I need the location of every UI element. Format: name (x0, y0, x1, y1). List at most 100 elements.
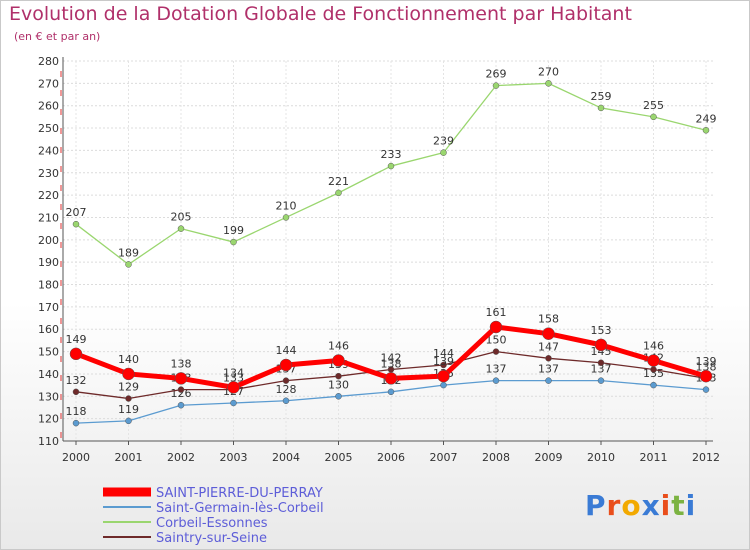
legend-label: SAINT-PIERRE-DU-PERRAY (156, 486, 323, 501)
data-label: 118 (66, 405, 87, 418)
data-point (650, 381, 657, 389)
data-point (647, 354, 660, 367)
chart-subtitle: (en € et par an) (14, 30, 101, 43)
data-point (125, 417, 132, 425)
x-tick-label: 2005 (325, 451, 353, 464)
data-label: 129 (118, 381, 139, 394)
data-point (702, 127, 710, 134)
data-point (177, 401, 185, 409)
logo-letter: i (660, 489, 672, 522)
data-point (545, 377, 552, 384)
data-point (177, 225, 185, 232)
data-point (437, 369, 450, 383)
data-label: 269 (486, 68, 507, 81)
proxiti-logo: Proxiti (585, 489, 696, 522)
data-point (650, 113, 657, 121)
data-label: 147 (538, 340, 559, 353)
logo-letter: P (585, 489, 607, 522)
data-point (332, 354, 345, 367)
data-label: 128 (276, 383, 297, 396)
data-point (177, 386, 185, 393)
y-tick-label: 150 (38, 346, 59, 359)
logo-letter: r (606, 489, 622, 522)
y-tick-label: 200 (38, 234, 59, 247)
data-label: 205 (171, 211, 192, 224)
data-point (72, 388, 80, 396)
data-label: 137 (538, 363, 559, 376)
data-label: 137 (486, 363, 507, 376)
x-tick-label: 2006 (377, 451, 405, 464)
y-tick-label: 250 (38, 122, 59, 135)
x-tick-label: 2003 (220, 451, 248, 464)
data-label: 259 (591, 90, 612, 103)
data-point (699, 369, 713, 383)
y-tick-label: 230 (38, 167, 59, 180)
y-tick-label: 180 (38, 279, 59, 292)
data-label: 139 (696, 355, 717, 368)
y-tick-label: 170 (38, 301, 59, 314)
data-label: 139 (433, 355, 454, 368)
data-point (282, 214, 290, 221)
data-label: 144 (433, 347, 454, 360)
data-point (72, 419, 80, 427)
logo-letter: x (641, 489, 661, 522)
data-label: 133 (223, 372, 244, 385)
x-tick-label: 2007 (430, 451, 458, 464)
chart-title: Evolution de la Dotation Globale de Fonc… (9, 3, 632, 25)
data-point (702, 386, 710, 393)
data-label: 233 (381, 148, 402, 161)
data-label: 130 (328, 378, 349, 391)
data-point (335, 189, 342, 197)
data-point (440, 381, 447, 389)
data-label: 146 (328, 340, 349, 353)
legend-label: Saint-Germain-lès-Corbeil (156, 501, 324, 516)
x-tick-label: 2010 (587, 451, 615, 464)
x-tick-label: 2001 (115, 451, 143, 464)
x-tick-label: 2002 (167, 451, 195, 464)
data-label: 146 (643, 340, 664, 353)
data-point (492, 348, 500, 355)
y-tick-label: 270 (38, 77, 59, 90)
data-point (335, 372, 342, 380)
data-label: 132 (66, 374, 87, 387)
data-label: 137 (591, 363, 612, 376)
data-label: 239 (433, 135, 454, 148)
x-tick-label: 2009 (535, 451, 563, 464)
data-point (489, 320, 503, 334)
x-tick-label: 2011 (640, 451, 668, 464)
data-point (69, 347, 83, 361)
data-point (384, 372, 398, 385)
data-point (174, 372, 188, 385)
y-tick-label: 140 (38, 368, 59, 381)
logo-letter: i (685, 489, 697, 522)
data-label: 142 (381, 351, 402, 364)
data-point (597, 104, 605, 112)
data-label: 199 (223, 224, 244, 237)
data-label: 140 (118, 353, 139, 366)
data-point (282, 377, 290, 384)
data-label: 119 (118, 403, 139, 416)
data-point (597, 359, 605, 367)
legend-label: Saintry-sur-Seine (156, 531, 267, 546)
data-point (650, 366, 657, 373)
y-tick-label: 220 (38, 189, 59, 202)
legend-label: Corbeil-Essonnes (156, 516, 268, 531)
data-label: 189 (118, 246, 139, 259)
data-point (122, 367, 135, 381)
data-label: 255 (643, 99, 664, 112)
x-tick-label: 2012 (692, 451, 720, 464)
y-tick-label: 110 (38, 435, 59, 448)
data-label: 158 (538, 313, 559, 326)
x-tick-label: 2008 (482, 451, 510, 464)
y-tick-label: 280 (38, 55, 59, 68)
x-tick-label: 2000 (62, 451, 90, 464)
data-label: 138 (381, 357, 402, 370)
data-point (125, 395, 132, 402)
y-tick-label: 190 (38, 256, 59, 269)
data-label: 153 (591, 324, 612, 337)
data-point (440, 149, 447, 156)
data-point (230, 238, 237, 246)
data-point (335, 393, 342, 400)
